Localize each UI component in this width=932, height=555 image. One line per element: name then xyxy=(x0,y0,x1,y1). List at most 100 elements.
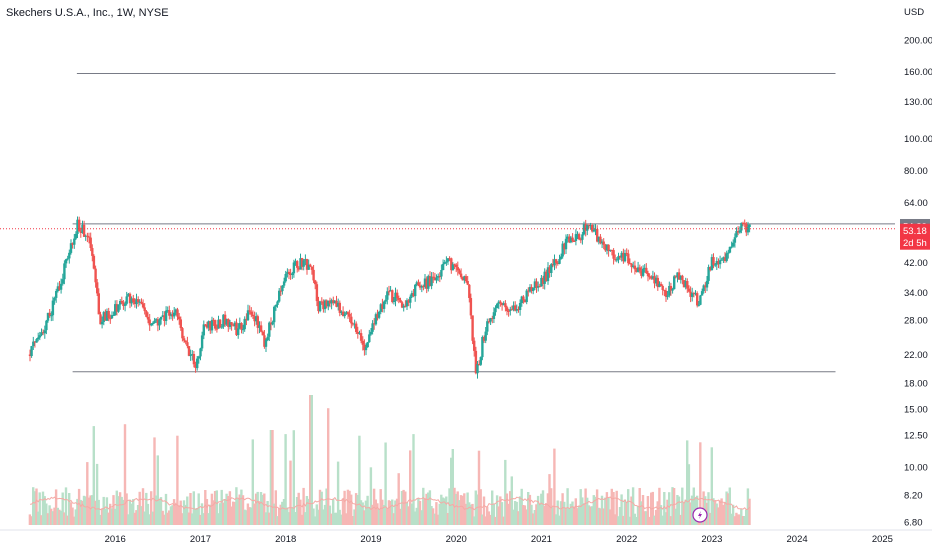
volume-bar xyxy=(38,492,41,525)
candle-body xyxy=(676,272,679,278)
candle-body xyxy=(677,272,681,280)
candle-body xyxy=(96,282,99,294)
candle-body xyxy=(538,286,541,288)
volume-bar xyxy=(143,511,146,525)
volume-bar xyxy=(64,487,68,525)
volume-bar xyxy=(146,503,150,525)
volume-bar xyxy=(713,500,717,525)
candle-body xyxy=(53,297,56,301)
volume-bar xyxy=(643,511,646,525)
y-tick-label: 42.00 xyxy=(904,258,928,269)
volume-bar xyxy=(420,510,423,525)
candle-body xyxy=(645,267,648,273)
candle-body xyxy=(287,271,291,274)
candle-body xyxy=(335,300,338,307)
volume-bar xyxy=(525,509,528,525)
volume-bar xyxy=(482,496,486,525)
volume-bar xyxy=(61,492,64,525)
candle-body xyxy=(141,303,145,308)
volume-bar xyxy=(254,493,258,525)
volume-bar xyxy=(554,514,558,525)
candle-body xyxy=(633,265,637,270)
volume-bar xyxy=(271,430,274,525)
candle-body xyxy=(41,332,45,334)
volume-bar xyxy=(590,506,594,525)
volume-bar xyxy=(63,512,66,525)
volume-bar xyxy=(499,496,502,525)
candle-body xyxy=(382,301,386,309)
volume-bar xyxy=(495,495,499,525)
candle-body xyxy=(171,314,174,317)
x-tick-label: 2021 xyxy=(531,534,552,545)
volume-bar xyxy=(217,513,220,525)
volume-bar xyxy=(654,510,658,525)
volume-bar xyxy=(594,496,597,525)
candle-body xyxy=(381,304,384,309)
volume-bar xyxy=(659,505,663,525)
volume-bar xyxy=(358,435,361,525)
candle-body xyxy=(282,281,286,286)
candle-body xyxy=(102,312,105,322)
candle-body xyxy=(492,312,496,319)
candle-body xyxy=(235,322,238,336)
candle-body xyxy=(127,293,130,297)
candle-body xyxy=(489,318,492,322)
candle-body xyxy=(579,239,582,241)
volume-bar xyxy=(653,515,656,525)
x-tick-label: 2020 xyxy=(446,534,467,545)
y-tick-label: 200.00 xyxy=(904,35,932,46)
volume-bar xyxy=(266,501,269,525)
candle-body xyxy=(618,256,622,258)
candle-body xyxy=(309,264,312,267)
volume-bar xyxy=(543,505,546,525)
volume-bar xyxy=(589,506,592,525)
volume-bar xyxy=(40,515,43,525)
candle-body xyxy=(561,243,564,257)
volume-bar xyxy=(315,504,318,525)
volume-bar xyxy=(417,497,420,525)
volume-bar xyxy=(245,510,248,525)
volume-bar xyxy=(456,491,459,525)
candle-body xyxy=(371,323,374,332)
volume-bar xyxy=(32,487,35,525)
volume-bar xyxy=(158,499,161,525)
candle-body xyxy=(405,300,409,307)
volume-bar xyxy=(494,516,497,525)
volume-bar xyxy=(35,488,38,525)
volume-bar xyxy=(438,503,441,525)
candle-body xyxy=(328,300,332,304)
volume-bar xyxy=(263,493,266,525)
candle-body xyxy=(438,276,441,278)
volume-bar xyxy=(627,489,630,525)
candle-body xyxy=(55,291,58,298)
candle-body xyxy=(655,277,658,284)
candle-body xyxy=(709,267,712,270)
volume-bar xyxy=(192,491,195,525)
candle-body xyxy=(648,276,651,278)
volume-bar xyxy=(318,489,322,525)
volume-bar xyxy=(540,493,543,525)
candle-body xyxy=(389,290,392,292)
candle-body xyxy=(668,286,671,296)
candle-body xyxy=(189,354,192,356)
volume-bar xyxy=(236,498,240,525)
candle-body xyxy=(220,326,223,328)
candle-body xyxy=(363,344,366,351)
volume-bar xyxy=(572,506,576,525)
volume-bar xyxy=(222,502,225,525)
volume-bar xyxy=(645,511,648,525)
volume-bar xyxy=(584,488,587,525)
candle-body xyxy=(40,332,43,336)
volume-bar xyxy=(458,500,461,525)
candle-body xyxy=(205,324,209,328)
volume-bar xyxy=(454,493,458,525)
candle-body xyxy=(623,253,627,262)
candle-body xyxy=(279,290,282,292)
volume-bar xyxy=(261,494,264,525)
volume-bar xyxy=(430,506,433,525)
candle-body xyxy=(238,323,241,329)
volume-bar xyxy=(225,493,228,525)
candle-body xyxy=(445,261,448,263)
